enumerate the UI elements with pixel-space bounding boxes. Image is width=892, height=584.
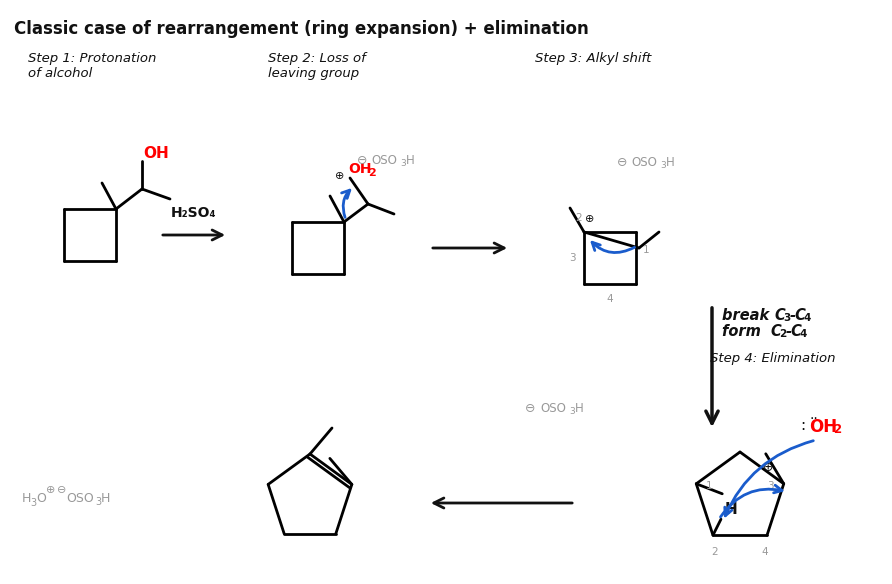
Text: 2: 2 (575, 213, 582, 223)
Text: 4: 4 (800, 329, 807, 339)
Text: C: C (770, 324, 780, 339)
Text: ⊖: ⊖ (524, 402, 535, 415)
Text: 4: 4 (804, 313, 812, 323)
Text: 3: 3 (400, 159, 406, 169)
Text: ⊕: ⊕ (585, 214, 595, 224)
Text: OSO: OSO (631, 155, 657, 169)
Text: 2: 2 (368, 168, 376, 178)
Text: 3: 3 (783, 313, 790, 323)
Text: form: form (722, 324, 766, 339)
Text: OSO: OSO (540, 402, 566, 415)
Text: OSO: OSO (66, 492, 94, 505)
Text: ⊕: ⊕ (763, 461, 773, 474)
Text: Step 1: Protonation
of alcohol: Step 1: Protonation of alcohol (28, 52, 156, 80)
Text: 3: 3 (767, 481, 773, 491)
Text: Step 4: Elimination: Step 4: Elimination (710, 352, 836, 365)
Text: H: H (406, 154, 415, 166)
Text: 3: 3 (95, 497, 101, 507)
Text: 2: 2 (779, 329, 786, 339)
Text: 2: 2 (712, 547, 718, 557)
Text: 1: 1 (706, 481, 713, 491)
Text: 3: 3 (660, 162, 665, 171)
Text: 2: 2 (833, 423, 841, 436)
Text: OH: OH (143, 146, 169, 161)
Text: ⊕: ⊕ (335, 171, 344, 181)
Text: ⋅⋅: ⋅⋅ (810, 412, 819, 426)
Text: O: O (36, 492, 45, 505)
Text: :: : (800, 418, 805, 433)
Text: H: H (575, 402, 583, 415)
Text: C: C (774, 308, 785, 323)
Text: H: H (725, 502, 738, 517)
Text: 4: 4 (762, 547, 768, 557)
Text: H: H (101, 492, 111, 505)
Text: ⊕: ⊕ (46, 485, 55, 495)
Text: 4: 4 (607, 294, 614, 304)
Text: OH: OH (809, 418, 837, 436)
Text: OSO: OSO (371, 154, 397, 166)
Text: H₂SO₄: H₂SO₄ (171, 206, 217, 220)
Text: ⊖: ⊖ (357, 154, 368, 166)
Text: 1: 1 (643, 245, 649, 255)
Text: 3: 3 (569, 253, 576, 263)
Text: OH: OH (348, 162, 371, 176)
Text: ⊖: ⊖ (57, 485, 66, 495)
Text: ⊖: ⊖ (616, 155, 627, 169)
Text: break: break (722, 308, 774, 323)
Text: Step 2: Loss of
leaving group: Step 2: Loss of leaving group (268, 52, 366, 80)
Text: H: H (22, 492, 31, 505)
Text: 3: 3 (30, 498, 36, 508)
Text: 3: 3 (569, 408, 574, 416)
Text: -C: -C (786, 324, 803, 339)
Text: H: H (666, 155, 674, 169)
Text: Step 3: Alkyl shift: Step 3: Alkyl shift (535, 52, 651, 65)
Text: -C: -C (790, 308, 807, 323)
Text: Classic case of rearrangement (ring expansion) + elimination: Classic case of rearrangement (ring expa… (14, 20, 589, 38)
